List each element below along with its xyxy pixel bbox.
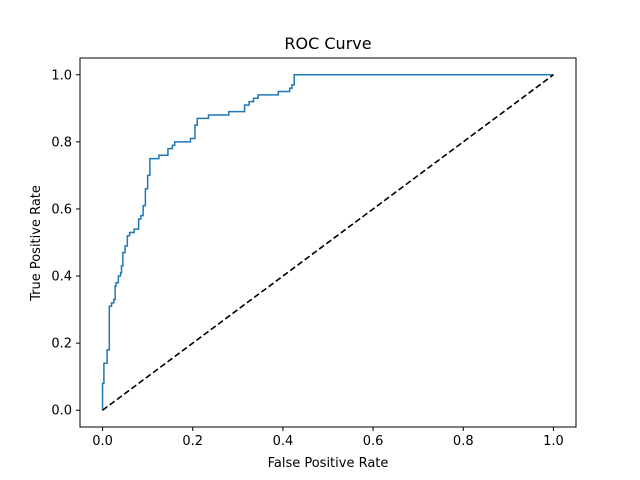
x-tick-label: 0.4 xyxy=(273,434,294,449)
x-axis: 0.0 0.2 0.4 0.6 0.8 1.0 xyxy=(92,427,564,449)
y-tick-label: 0.8 xyxy=(51,135,72,150)
plot-area xyxy=(79,57,577,428)
x-tick-label: 0.8 xyxy=(453,434,474,449)
x-tick-label: 0.6 xyxy=(363,434,384,449)
x-tick-label: 0.0 xyxy=(92,434,113,449)
y-tick-label: 1.0 xyxy=(51,68,72,83)
x-axis-label: False Positive Rate xyxy=(268,456,389,471)
x-tick-label: 1.0 xyxy=(543,434,564,449)
y-tick-label: 0.0 xyxy=(51,404,72,419)
x-tick-label: 0.2 xyxy=(182,434,203,449)
plot-frame xyxy=(79,57,577,428)
chance-diagonal-line xyxy=(102,74,554,411)
y-tick-label: 0.6 xyxy=(51,202,72,217)
y-tick-label: 0.2 xyxy=(51,337,72,352)
y-axis-label: True Positive Rate xyxy=(29,185,44,302)
roc-curve-line xyxy=(101,74,554,411)
y-axis: 0.0 0.2 0.4 0.6 0.8 1.0 xyxy=(51,68,80,419)
y-tick-label: 0.4 xyxy=(51,270,72,285)
chart-title: ROC Curve xyxy=(284,34,371,53)
